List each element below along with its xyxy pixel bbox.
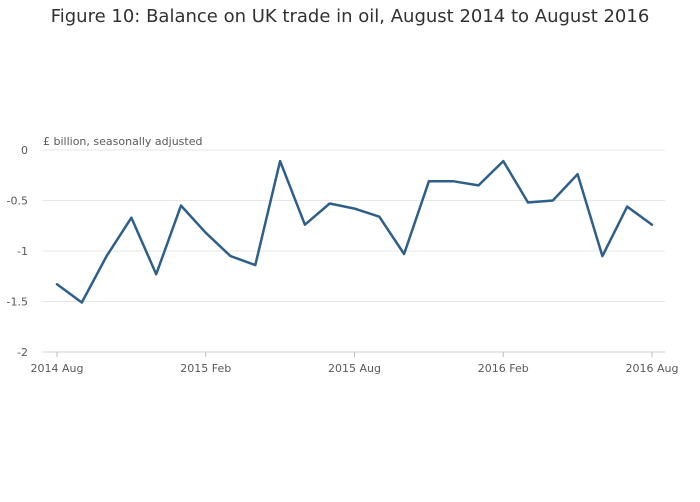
data-point bbox=[427, 179, 431, 183]
data-point bbox=[129, 216, 133, 220]
y-tick-label: 0 bbox=[21, 144, 28, 157]
x-tick-label: 2015 Aug bbox=[328, 362, 381, 375]
data-point bbox=[179, 204, 183, 208]
data-point bbox=[229, 254, 233, 258]
data-point bbox=[600, 254, 604, 258]
y-axis-label: £ billion, seasonally adjusted bbox=[43, 135, 203, 148]
data-point bbox=[402, 252, 406, 256]
x-tick-label: 2014 Aug bbox=[31, 362, 84, 375]
data-point bbox=[105, 254, 109, 258]
series-line bbox=[55, 159, 654, 304]
data-point bbox=[576, 172, 580, 176]
data-point bbox=[204, 231, 208, 235]
x-tick-label: 2015 Feb bbox=[180, 362, 231, 375]
data-point bbox=[154, 272, 158, 276]
data-point bbox=[551, 199, 555, 203]
y-tick-label: -1.5 bbox=[7, 296, 28, 309]
data-point bbox=[501, 159, 505, 163]
data-point bbox=[476, 183, 480, 187]
data-point bbox=[625, 205, 629, 209]
data-point bbox=[80, 301, 84, 305]
y-tick-label: -0.5 bbox=[7, 195, 28, 208]
data-point bbox=[253, 263, 257, 267]
data-point bbox=[328, 202, 332, 206]
data-point bbox=[353, 207, 357, 211]
chart-title: Figure 10: Balance on UK trade in oil, A… bbox=[50, 6, 650, 27]
data-point bbox=[55, 282, 59, 286]
data-point bbox=[377, 215, 381, 219]
data-point bbox=[303, 223, 307, 227]
y-tick-label: -1 bbox=[17, 245, 28, 258]
data-point bbox=[452, 179, 456, 183]
data-point bbox=[278, 159, 282, 163]
y-tick-label: -2 bbox=[17, 346, 28, 359]
data-point bbox=[526, 201, 530, 205]
x-tick-label: 2016 Feb bbox=[478, 362, 529, 375]
x-tick-label: 2016 Aug bbox=[626, 362, 679, 375]
data-point bbox=[650, 223, 654, 227]
